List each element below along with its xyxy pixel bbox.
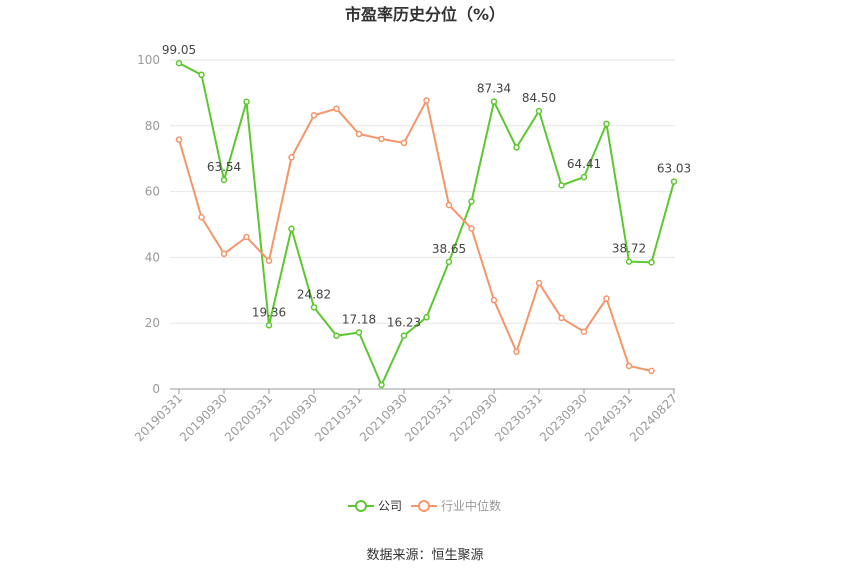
data-label: 63.54 [207,160,241,174]
data-point-industry-median [445,201,453,209]
legend-marker-company [355,500,367,512]
data-point-industry-median [513,348,520,356]
data-point-industry-median [648,367,655,375]
data-point-industry-median [468,225,475,232]
x-tick-label: 20220331 [402,391,455,444]
data-point-company [175,59,183,67]
data-point-company [310,304,318,311]
data-point-industry-median [355,130,363,138]
data-point-company [625,258,633,265]
data-label-layer: 99.05 63.54 19.36 24.82 17.18 16.23 38.65 87.34… [162,43,691,329]
axis-layer: 0 20 40 60 80 100 2019033120190930202003312020… [132,53,680,444]
data-point-company [198,71,205,79]
data-point-company [378,381,385,389]
data-point-company [603,120,610,128]
x-tick-label: 20210331 [312,391,365,444]
data-point-company [558,182,565,189]
chart-title: 市盈率历史分位（%） [345,5,505,24]
data-point-company [400,332,408,339]
data-point-industry-median [580,328,588,336]
series-layer [175,59,678,389]
data-point-company [670,178,678,185]
data-point-company [220,176,228,184]
data-point-company [468,198,475,205]
data-label: 64.41 [567,157,601,171]
x-tick-label: 20230331 [492,391,545,444]
series-line-company [178,62,675,387]
data-point-industry-median [558,314,565,322]
y-tick-label: 0 [152,382,160,396]
data-point-company [580,173,588,181]
x-tick-label: 20200930 [267,391,320,444]
series-line-industry-median [178,99,652,372]
x-tick-label: 20220930 [447,391,500,444]
y-tick-label: 40 [145,250,160,264]
y-tick-label: 80 [145,119,160,133]
data-point-industry-median [310,112,318,119]
x-tick-label: 20230930 [537,391,590,444]
source-note: 数据来源：恒生聚源 [366,548,483,563]
data-label: 99.05 [162,43,196,57]
data-point-industry-median [535,279,543,287]
legend-item-industry-median[interactable]: 行业中位数 [411,498,501,513]
data-point-company [423,314,430,321]
x-tick-label: 20190331 [132,391,185,444]
data-point-company [265,322,273,329]
y-tick-label: 20 [145,316,160,330]
data-label: 87.34 [477,82,511,96]
data-label: 84.50 [522,91,556,105]
data-point-company [513,144,520,151]
data-label: 24.82 [297,287,331,301]
data-point-industry-median [175,136,183,143]
data-point-company [490,98,498,105]
data-label: 19.36 [252,305,286,319]
data-point-industry-median [603,295,610,302]
legend: 公司 行业中位数 [348,498,501,513]
data-point-industry-median [220,250,228,258]
legend-label-industry-median: 行业中位数 [441,498,501,513]
data-point-industry-median [288,154,295,161]
data-label: 16.23 [387,316,421,330]
data-point-company [243,98,250,106]
data-point-industry-median [423,97,430,104]
data-point-industry-median [400,139,408,147]
legend-item-company[interactable]: 公司 [348,499,402,513]
data-point-company [355,329,363,336]
x-tick-label: 20210930 [357,391,410,444]
data-label: 63.03 [657,162,691,176]
data-point-industry-median [333,105,340,112]
data-point-company [648,259,655,266]
data-point-company [333,332,340,339]
data-point-company [535,107,543,115]
data-point-industry-median [198,214,205,221]
data-label: 17.18 [342,312,376,326]
y-tick-label: 100 [137,53,160,67]
data-point-industry-median [490,296,498,304]
x-tick-label: 20200331 [222,391,275,444]
legend-marker-industry-median [418,500,430,512]
data-point-industry-median [243,233,250,241]
data-label: 38.72 [612,242,646,256]
x-tick-label: 20240827 [627,391,680,444]
y-tick-label: 60 [145,185,160,199]
data-point-industry-median [378,135,385,143]
data-label: 38.65 [432,242,466,256]
x-tick-label: 20190930 [177,391,230,444]
data-point-company [445,258,453,266]
data-point-industry-median [625,362,633,370]
legend-label-company: 公司 [378,499,402,513]
data-point-company [288,225,295,233]
x-tick-label: 20240331 [582,391,635,444]
data-point-industry-median [265,257,273,264]
